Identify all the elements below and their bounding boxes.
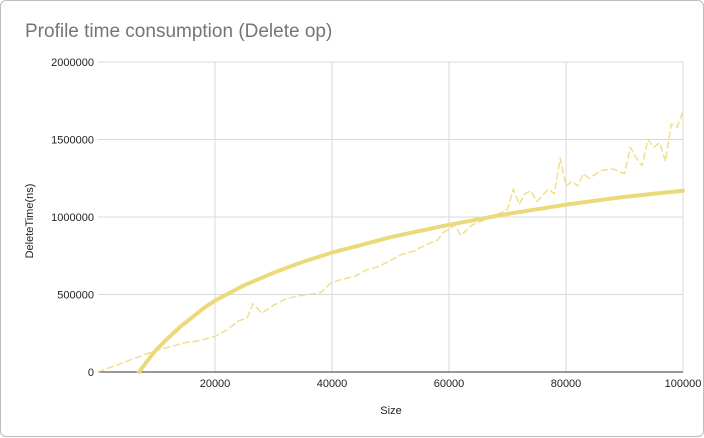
y-tick-label: 0	[88, 367, 94, 379]
y-axis-label: DeleteTime(ns)	[24, 184, 36, 259]
x-tick-label: 80000	[551, 378, 582, 390]
tick-labels: 20000 40000 60000 80000 10000005000001000000…	[51, 57, 701, 390]
x-axis-label: Size	[380, 405, 401, 417]
trendline	[136, 188, 685, 374]
x-tick-label: 20000	[200, 378, 231, 390]
grid-lines	[98, 61, 684, 373]
y-tick-label: 1000000	[51, 212, 94, 224]
series-line-dashed	[97, 110, 684, 373]
y-tick-label: 500000	[57, 290, 94, 302]
y-tick-label: 1500000	[51, 135, 94, 147]
x-tick-label: 40000	[317, 378, 348, 390]
chart-title: Profile time consumption (Delete op)	[25, 21, 333, 42]
series-layer	[97, 110, 685, 374]
x-tick-label: 100000	[665, 378, 702, 390]
y-tick-label: 2000000	[51, 57, 94, 69]
x-tick-label: 60000	[434, 378, 465, 390]
